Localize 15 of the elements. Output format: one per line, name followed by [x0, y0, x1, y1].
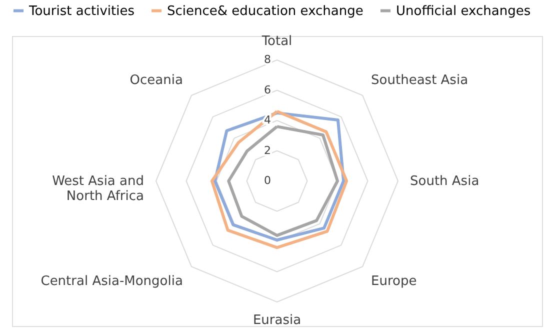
spoke-label: Southeast Asia — [371, 72, 468, 88]
spoke-label: Oceania — [130, 72, 183, 88]
spoke-label: Central Asia-Mongolia — [40, 274, 183, 290]
y-tick-label: 8 — [264, 53, 271, 66]
spoke-label: West Asia and North Africa — [52, 174, 144, 204]
spoke-label: Europe — [371, 274, 417, 290]
spoke-label: Eurasia — [252, 313, 302, 328]
legend-label: Tourist activities — [28, 4, 135, 19]
spoke-label: South Asia — [410, 174, 480, 189]
y-tick-label: 0 — [264, 174, 271, 187]
legend-label: Unofficial exchanges — [396, 4, 531, 19]
y-tick-label: 2 — [264, 144, 271, 157]
spoke-label: Total — [260, 34, 292, 49]
legend-label: Science& education exchange — [167, 4, 364, 19]
y-tick-label: 6 — [264, 83, 271, 96]
